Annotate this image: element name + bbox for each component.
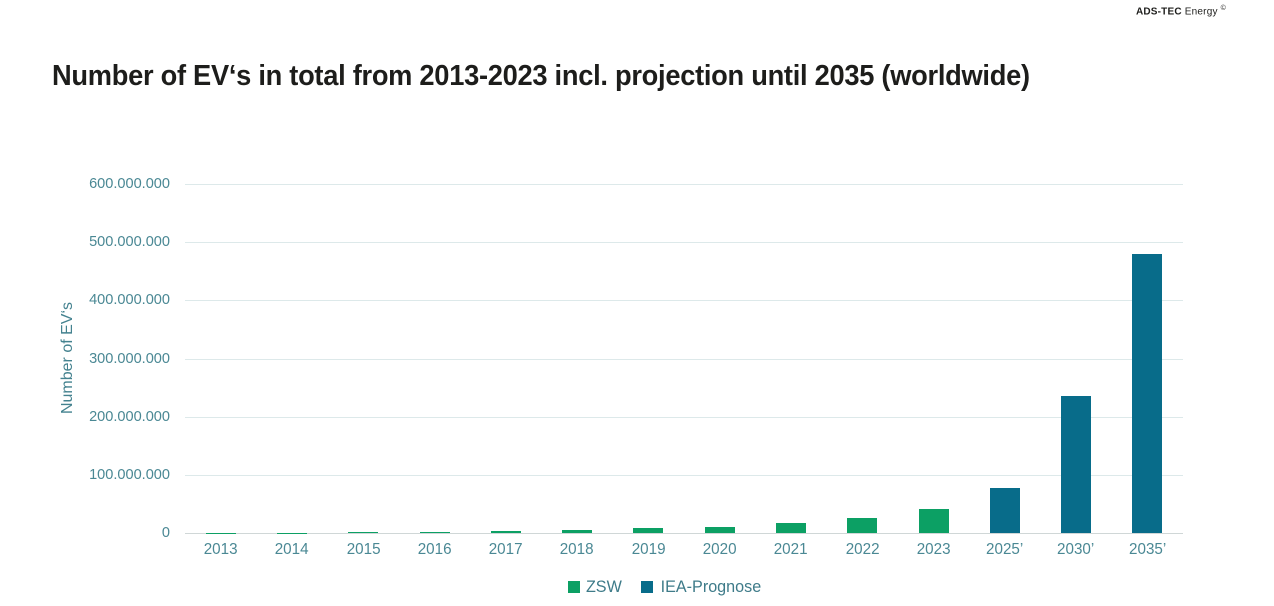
gridline <box>185 474 1183 476</box>
legend-label: IEA-Prognose <box>660 577 762 596</box>
brand-suffix: Energy <box>1184 6 1218 18</box>
bar-2019-zsw <box>633 528 664 533</box>
bar-2016-zsw <box>419 531 450 533</box>
x-tick-label: 2019 <box>631 541 666 558</box>
y-tick-label: 0 <box>161 524 170 541</box>
bar-2030-iea-prognose <box>1061 396 1092 533</box>
bar-2018-zsw <box>562 529 593 533</box>
x-tick-label: 2017 <box>488 541 523 558</box>
brand-name: ADS-TEC <box>1135 6 1182 18</box>
x-tick-label: 2016 <box>417 541 452 558</box>
x-tick-label: 2025’ <box>986 541 1024 558</box>
legend-label: ZSW <box>586 577 623 596</box>
y-tick-label: 500.000.000 <box>89 233 170 251</box>
chart-title: Number of EV‘s in total from 2013-2023 i… <box>52 60 1030 92</box>
y-tick-label: 600.000.000 <box>89 175 170 192</box>
x-tick-label: 2021 <box>774 541 808 558</box>
copyright-symbol: © <box>1220 5 1226 12</box>
bar-2015-zsw <box>348 532 379 533</box>
x-tick-label: 2014 <box>275 541 309 558</box>
bar-2035-iea-prognose <box>1132 253 1163 533</box>
bar-2017-zsw <box>490 531 521 533</box>
x-axis-line <box>185 533 1183 534</box>
bar-2020-zsw <box>704 526 735 533</box>
y-tick-label: 400.000.000 <box>89 291 170 309</box>
y-tick-label: 300.000.000 <box>89 349 170 367</box>
bar-2025-iea-prognose <box>989 487 1020 533</box>
gridline <box>185 184 1183 185</box>
x-tick-label: 2015 <box>346 541 381 558</box>
legend-item-zsw: ZSW <box>568 577 623 597</box>
x-tick-label: 2020 <box>702 541 737 558</box>
legend-item-iea-prognose: IEA-Prognose <box>640 577 764 597</box>
x-tick-label: 2035’ <box>1128 541 1166 558</box>
gridline <box>185 242 1183 244</box>
bar-2021-zsw <box>775 523 806 533</box>
brand-logo: ADS-TEC Energy © <box>1136 5 1226 17</box>
gridline <box>185 358 1183 360</box>
x-tick-label: 2022 <box>845 541 880 558</box>
legend-swatch-icon <box>568 581 581 593</box>
bar-2022-zsw <box>847 517 878 533</box>
gridline <box>185 416 1183 418</box>
x-tick-label: 2013 <box>203 541 238 558</box>
x-tick-label: 2023 <box>916 541 951 558</box>
y-tick-label: 200.000.000 <box>89 407 170 425</box>
legend-swatch-icon <box>640 581 653 593</box>
y-tick-label: 100.000.000 <box>89 465 170 483</box>
x-tick-label: 2030’ <box>1057 541 1095 558</box>
bar-2023-zsw <box>918 508 949 533</box>
gridline <box>185 300 1183 302</box>
x-tick-label: 2018 <box>560 541 594 558</box>
legend: ZSW IEA-Prognose <box>58 577 1274 597</box>
plot-area: 0 100.000.000 200.000.000 300.000.000 400.00… <box>89 175 1183 558</box>
